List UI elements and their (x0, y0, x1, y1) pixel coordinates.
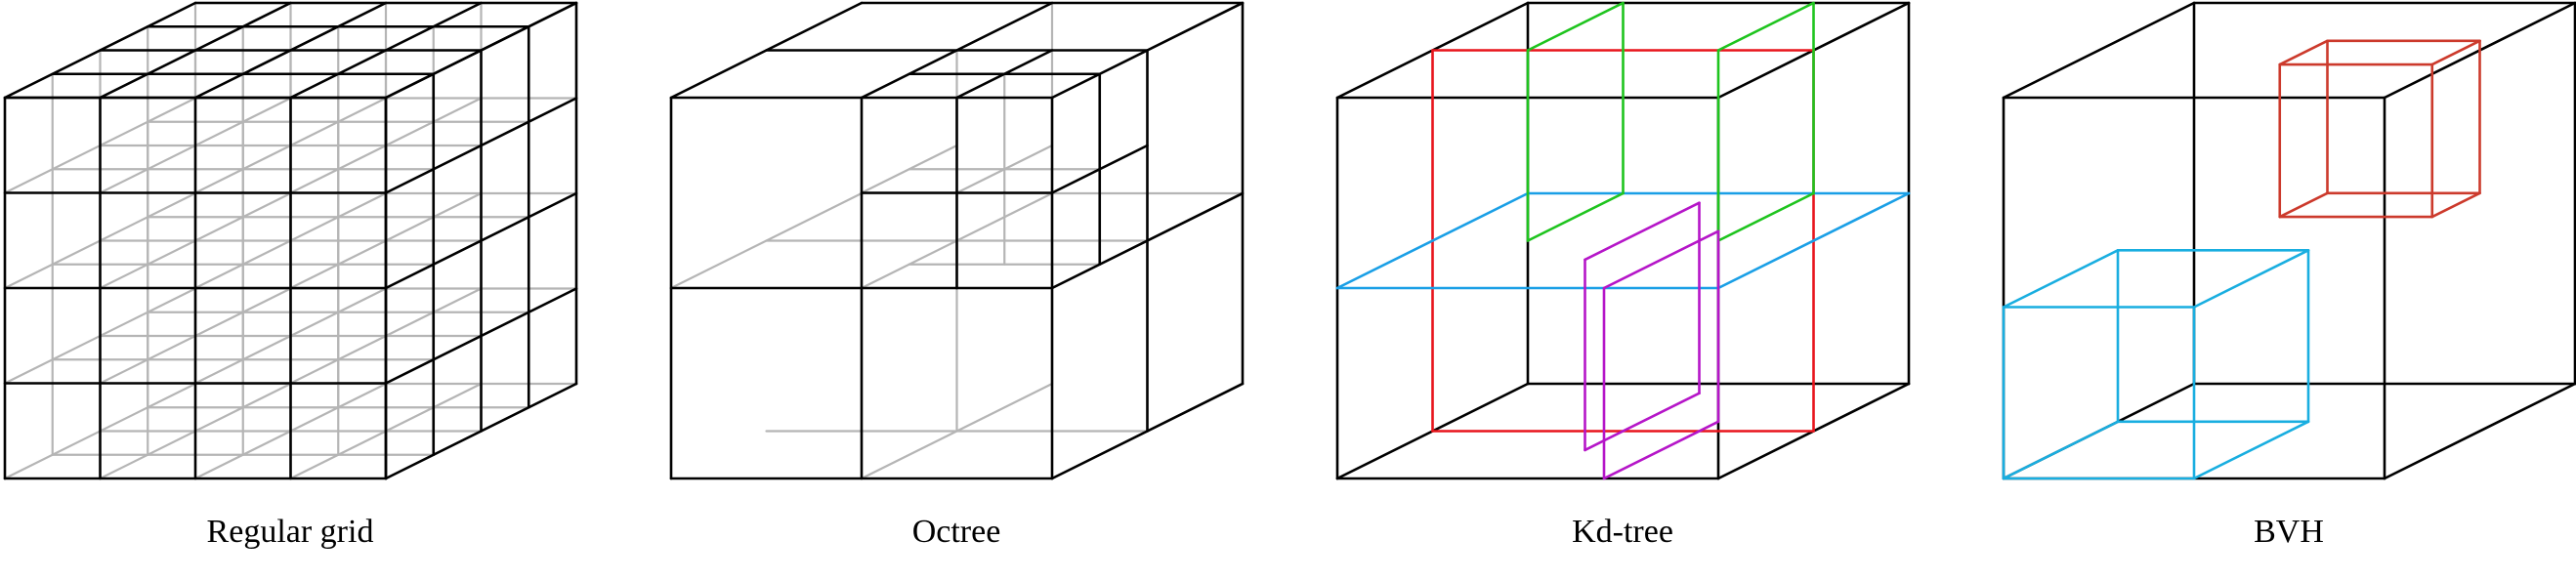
kd-right-split (1584, 201, 1701, 262)
grid-line (193, 1, 388, 100)
cube-edge (2002, 1, 2196, 100)
panel-octree (669, 1, 1245, 480)
bvh-upper-box (2430, 191, 2481, 219)
kd-lower-split (1335, 191, 1530, 290)
grid-line (384, 1, 578, 100)
octree-hidden-line (955, 144, 1054, 194)
grid-line (289, 1, 483, 100)
bvh-upper-box (2278, 191, 2329, 219)
grid-line (384, 382, 578, 480)
caption-kd-tree: Kd-tree (1572, 514, 1673, 550)
grid-line (384, 287, 578, 385)
panel-bvh (2002, 1, 2576, 480)
grid-line (384, 191, 578, 290)
kd-right-split (1602, 420, 1720, 480)
cube-edge (2383, 382, 2576, 480)
panel-kd-tree (1335, 1, 1911, 480)
bvh-upper-box (2278, 39, 2329, 66)
bvh-upper-box (2430, 39, 2481, 66)
caption-regular-grid: Regular grid (207, 514, 374, 550)
caption-octree: Octree (912, 514, 1001, 550)
kd-right-split (1602, 229, 1720, 290)
bvh-lower-box (2192, 420, 2310, 480)
kd-lower-split (1716, 191, 1911, 290)
bvh-lower-box (2192, 248, 2310, 309)
kd-left-child-split (1716, 191, 1815, 242)
kd-right-split (1584, 392, 1701, 452)
bvh-lower-box (2002, 420, 2120, 480)
grid-line (3, 1, 197, 100)
kd-left-child-split (1526, 1, 1625, 52)
grid-line (384, 97, 578, 194)
panel-regular-grid (3, 1, 578, 480)
bvh-lower-box (2002, 248, 2120, 309)
grid-line (99, 1, 292, 100)
kd-left-child-split (1716, 1, 1815, 52)
kd-left-child-split (1526, 191, 1625, 242)
caption-bvh: BVH (2254, 514, 2324, 550)
octree-hidden-line (860, 144, 958, 194)
